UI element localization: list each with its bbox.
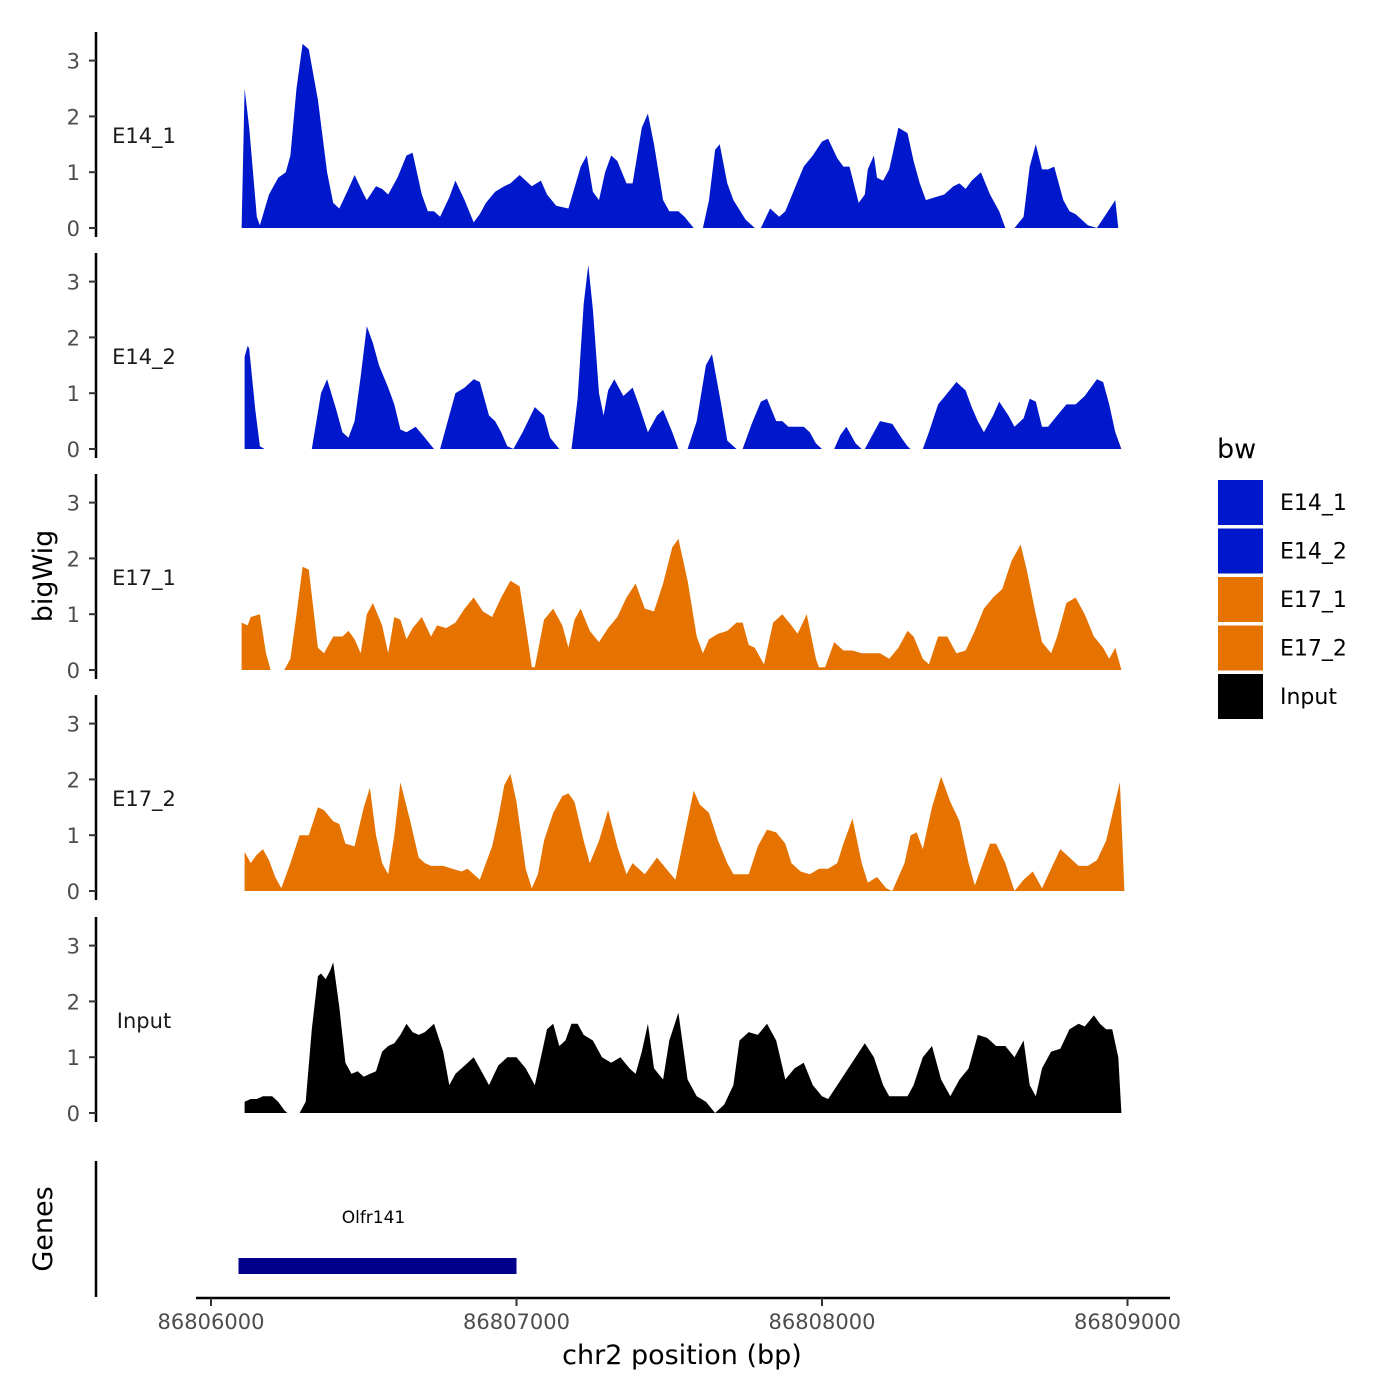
track-E17_2: 0 1 2 3 E17_2 — [67, 695, 1125, 904]
signal-area-Input — [245, 962, 1122, 1113]
legend-label: E14_2 — [1280, 540, 1347, 565]
signal-area-E17_1 — [242, 539, 1122, 670]
gene-panel: Genes Olfr141 — [28, 1161, 517, 1297]
x-axis-title: chr2 position (bp) — [562, 1340, 802, 1371]
y-tick-label: 1 — [67, 382, 80, 406]
legend-item-E17_1: E17_1 — [1218, 577, 1347, 622]
legend-item-E14_1: E14_1 — [1218, 480, 1347, 525]
legend: bw E14_1 E14_2 E17_1 E17_2 Input — [1217, 434, 1347, 719]
legend-swatch — [1218, 674, 1263, 719]
y-tick-label: 2 — [67, 990, 80, 1014]
legend-swatch — [1218, 626, 1263, 671]
y-tick-label: 0 — [67, 659, 80, 683]
legend-swatch — [1218, 480, 1263, 525]
y-tick-label: 3 — [67, 492, 80, 516]
legend-title: bw — [1217, 434, 1256, 465]
gene-models: Olfr141 — [238, 1208, 516, 1274]
legend-item-E17_2: E17_2 — [1218, 626, 1347, 671]
track-label-E14_1: E14_1 — [112, 124, 176, 149]
legend-swatch — [1218, 577, 1263, 622]
track-label-E17_1: E17_1 — [112, 566, 176, 591]
y-tick-label: 3 — [67, 935, 80, 959]
y-tick-label: 1 — [67, 161, 80, 185]
y-tick-label: 1 — [67, 824, 80, 848]
legend-label: E17_1 — [1280, 588, 1347, 613]
y-tick-label: 3 — [67, 271, 80, 295]
legend-label: E14_1 — [1280, 491, 1347, 516]
gene-panel-label: Genes — [28, 1186, 59, 1271]
track-E14_2: 0 1 2 3 E14_2 — [67, 253, 1122, 462]
y-tick-label: 0 — [67, 1102, 80, 1126]
y-tick-label: 0 — [67, 217, 80, 241]
legend-items: E14_1 E14_2 E17_1 E17_2 Input — [1218, 480, 1347, 719]
y-tick-label: 1 — [67, 603, 80, 627]
y-tick-label: 2 — [67, 547, 80, 571]
y-tick-label: 2 — [67, 105, 80, 129]
y-tick-label: 1 — [67, 1046, 80, 1070]
y-tick-label: 2 — [67, 326, 80, 350]
y-tick-label: 3 — [67, 713, 80, 737]
signal-tracks: 0 1 2 3 E14_1 0 1 2 3 E14_2 0 1 2 3 E17_1 0 1 2 3 E17_2 0 1 2 3… — [67, 32, 1125, 1126]
track-Input: 0 1 2 3 Input — [67, 917, 1122, 1126]
signal-area-E14_1 — [242, 44, 1119, 228]
track-label-E14_2: E14_2 — [112, 345, 176, 370]
x-axis: 86806000 86807000 86808000 86809000 chr2 po… — [158, 1298, 1181, 1371]
x-tick-label: 86808000 — [769, 1310, 876, 1334]
x-tick-label: 86807000 — [463, 1310, 570, 1334]
y-tick-label: 0 — [67, 880, 80, 904]
y-axis-title: bigWig — [28, 530, 59, 623]
track-label-Input: Input — [117, 1009, 171, 1033]
legend-swatch — [1218, 529, 1263, 574]
y-tick-label: 3 — [67, 50, 80, 74]
signal-area-E14_2 — [245, 265, 1122, 449]
legend-label: Input — [1280, 685, 1337, 710]
legend-item-E14_2: E14_2 — [1218, 529, 1347, 574]
legend-item-Input: Input — [1218, 674, 1337, 719]
gene-body-Olfr141 — [238, 1258, 516, 1274]
legend-label: E17_2 — [1280, 637, 1347, 662]
y-tick-label: 2 — [67, 768, 80, 792]
track-E17_1: 0 1 2 3 E17_1 — [67, 474, 1122, 683]
x-tick-label: 86806000 — [158, 1310, 265, 1334]
track-label-E17_2: E17_2 — [112, 787, 176, 812]
track-E14_1: 0 1 2 3 E14_1 — [67, 32, 1119, 241]
gene-label-Olfr141: Olfr141 — [342, 1208, 406, 1228]
signal-area-E17_2 — [245, 774, 1125, 891]
x-axis-ticks: 86806000 86807000 86808000 86809000 — [158, 1298, 1181, 1334]
x-tick-label: 86809000 — [1074, 1310, 1181, 1334]
y-tick-label: 0 — [67, 438, 80, 462]
genome-track-figure: 0 1 2 3 E14_1 0 1 2 3 E14_2 0 1 2 3 E17_1 0 1 2 3 E17_2 0 1 2 3… — [0, 0, 1400, 1400]
